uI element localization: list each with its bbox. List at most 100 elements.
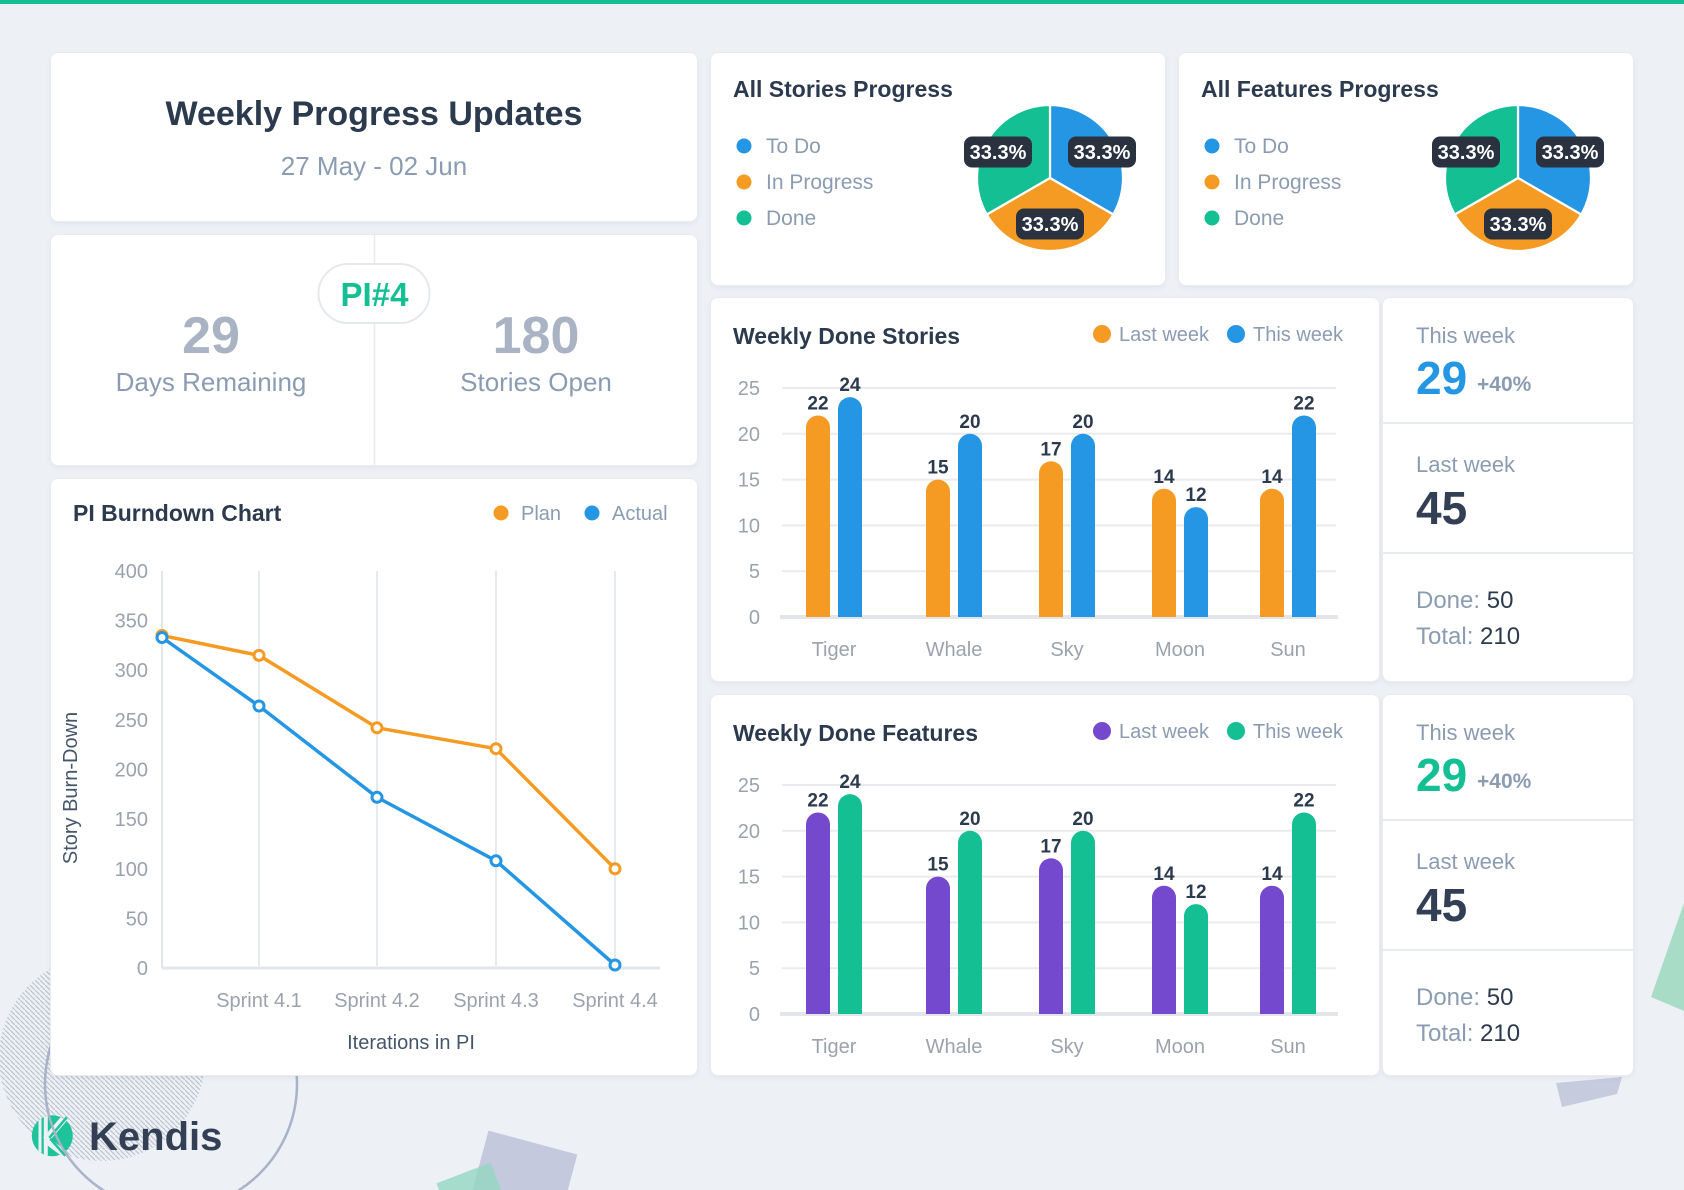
svg-text:25: 25 (738, 378, 760, 400)
svg-text:Sun: Sun (1270, 1036, 1306, 1058)
svg-text:20: 20 (959, 809, 980, 830)
svg-text:+40%: +40% (1477, 373, 1532, 396)
svg-text:This week: This week (1253, 721, 1344, 743)
svg-text:This week: This week (1416, 323, 1516, 348)
svg-text:15: 15 (738, 867, 760, 889)
svg-text:Done: 50: Done: 50 (1416, 587, 1513, 614)
svg-text:22: 22 (807, 394, 828, 415)
svg-text:Last week: Last week (1416, 849, 1516, 874)
svg-text:12: 12 (1185, 485, 1206, 506)
svg-text:Tiger: Tiger (812, 1036, 857, 1058)
svg-text:Sprint 4.3: Sprint 4.3 (453, 990, 539, 1012)
svg-text:Weekly Progress Updates: Weekly Progress Updates (166, 95, 583, 133)
svg-text:Whale: Whale (926, 1036, 983, 1058)
svg-text:15: 15 (738, 470, 760, 492)
svg-text:20: 20 (1072, 809, 1093, 830)
svg-text:27 May - 02 Jun: 27 May - 02 Jun (281, 151, 467, 181)
svg-text:14: 14 (1153, 864, 1175, 885)
svg-text:33.3%: 33.3% (1074, 142, 1131, 164)
svg-text:PI#4: PI#4 (341, 276, 410, 313)
svg-text:Sky: Sky (1050, 639, 1083, 661)
svg-text:14: 14 (1261, 864, 1283, 885)
svg-text:20: 20 (738, 821, 760, 843)
svg-text:In Progress: In Progress (1234, 171, 1341, 194)
svg-text:10: 10 (738, 515, 760, 537)
svg-text:Tiger: Tiger (812, 639, 857, 661)
svg-text:To Do: To Do (1234, 135, 1289, 158)
svg-text:29: 29 (182, 307, 240, 365)
svg-text:Last week: Last week (1119, 721, 1210, 743)
svg-text:200: 200 (115, 760, 148, 782)
svg-text:+40%: +40% (1477, 770, 1532, 793)
svg-text:17: 17 (1040, 836, 1061, 857)
svg-text:This week: This week (1253, 324, 1344, 346)
svg-text:22: 22 (1293, 791, 1314, 812)
svg-text:Weekly Done Stories: Weekly Done Stories (733, 323, 960, 349)
svg-text:22: 22 (807, 791, 828, 812)
svg-text:20: 20 (738, 424, 760, 446)
svg-text:0: 0 (749, 607, 760, 629)
svg-text:In Progress: In Progress (766, 171, 873, 194)
svg-text:20: 20 (959, 412, 980, 433)
svg-text:24: 24 (839, 772, 861, 793)
svg-text:Whale: Whale (926, 639, 983, 661)
svg-text:33.3%: 33.3% (1490, 214, 1547, 236)
svg-text:33.3%: 33.3% (1022, 214, 1079, 236)
svg-text:180: 180 (493, 307, 580, 365)
svg-text:Kendis: Kendis (89, 1115, 222, 1159)
svg-text:0: 0 (137, 958, 148, 980)
svg-text:15: 15 (927, 458, 949, 479)
svg-text:25: 25 (738, 775, 760, 797)
svg-text:Moon: Moon (1155, 1036, 1205, 1058)
svg-text:Last week: Last week (1416, 452, 1516, 477)
svg-text:100: 100 (115, 859, 148, 881)
svg-text:29: 29 (1416, 352, 1467, 404)
svg-text:Sun: Sun (1270, 639, 1306, 661)
svg-text:PI Burndown Chart: PI Burndown Chart (73, 500, 282, 526)
svg-text:22: 22 (1293, 394, 1314, 415)
svg-text:20: 20 (1072, 412, 1093, 433)
svg-text:12: 12 (1185, 882, 1206, 903)
svg-text:10: 10 (738, 912, 760, 934)
svg-text:Done: Done (1234, 207, 1284, 230)
svg-text:45: 45 (1416, 879, 1467, 931)
svg-text:150: 150 (115, 809, 148, 831)
svg-text:50: 50 (126, 908, 148, 930)
svg-text:This week: This week (1416, 720, 1516, 745)
svg-text:Moon: Moon (1155, 639, 1205, 661)
svg-text:Sprint 4.2: Sprint 4.2 (334, 990, 420, 1012)
svg-text:350: 350 (115, 611, 148, 633)
svg-text:14: 14 (1261, 467, 1283, 488)
svg-text:All Features Progress: All Features Progress (1201, 76, 1439, 102)
svg-text:Total: 210: Total: 210 (1416, 623, 1520, 650)
svg-text:33.3%: 33.3% (1542, 142, 1599, 164)
svg-text:29: 29 (1416, 749, 1467, 801)
svg-text:0: 0 (749, 1004, 760, 1026)
svg-text:Last week: Last week (1119, 324, 1210, 346)
svg-text:33.3%: 33.3% (1438, 142, 1495, 164)
svg-text:5: 5 (749, 958, 760, 980)
svg-text:Story Burn-Down: Story Burn-Down (60, 712, 82, 864)
svg-text:17: 17 (1040, 439, 1061, 460)
svg-text:Stories Open: Stories Open (460, 367, 612, 397)
svg-text:Plan: Plan (521, 503, 561, 525)
svg-text:All Stories Progress: All Stories Progress (733, 76, 953, 102)
svg-text:15: 15 (927, 855, 949, 876)
svg-text:Sprint 4.4: Sprint 4.4 (572, 990, 658, 1012)
svg-text:Days Remaining: Days Remaining (116, 367, 307, 397)
svg-text:Total: 210: Total: 210 (1416, 1020, 1520, 1047)
svg-text:Done: Done (766, 207, 816, 230)
svg-text:14: 14 (1153, 467, 1175, 488)
svg-text:Iterations in PI: Iterations in PI (347, 1032, 475, 1054)
svg-text:Weekly Done Features: Weekly Done Features (733, 720, 978, 746)
svg-text:Sprint 4.1: Sprint 4.1 (216, 990, 302, 1012)
svg-text:24: 24 (839, 375, 861, 396)
svg-text:33.3%: 33.3% (970, 142, 1027, 164)
svg-text:45: 45 (1416, 482, 1467, 534)
svg-text:Actual: Actual (612, 503, 668, 525)
svg-text:250: 250 (115, 710, 148, 732)
svg-text:300: 300 (115, 660, 148, 682)
svg-text:To Do: To Do (766, 135, 821, 158)
svg-text:5: 5 (749, 561, 760, 583)
svg-text:Done: 50: Done: 50 (1416, 984, 1513, 1011)
